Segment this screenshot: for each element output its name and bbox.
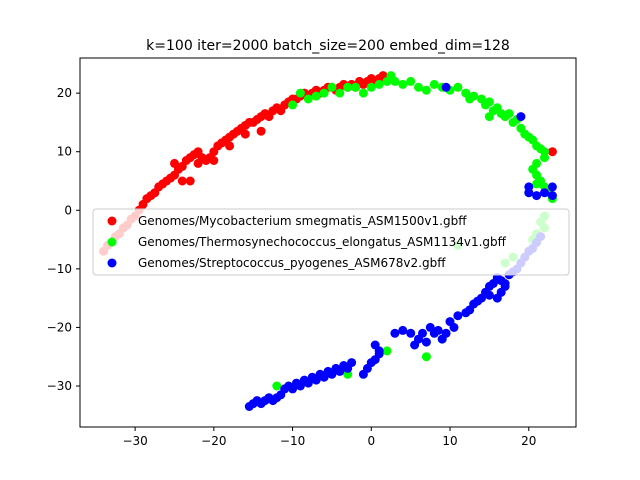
plot-frame <box>79 57 577 428</box>
x-tick-label: −10 <box>280 434 305 448</box>
data-point <box>295 88 305 98</box>
data-point <box>382 346 392 356</box>
x-tick-label: 0 <box>367 434 375 448</box>
x-tick-label: −20 <box>201 434 226 448</box>
data-point <box>547 191 557 201</box>
y-tick-label: 0 <box>64 203 72 217</box>
data-point <box>504 109 514 119</box>
data-point <box>532 179 542 189</box>
data-point <box>484 112 494 122</box>
data-point <box>484 97 494 107</box>
y-tick-label: −30 <box>47 379 72 393</box>
data-point <box>524 188 534 198</box>
x-tick-label: −30 <box>122 434 147 448</box>
data-point <box>496 287 506 297</box>
legend-marker-thermosynechococcus <box>107 237 117 247</box>
x-axis: −30 −20 −10 0 10 20 <box>122 427 536 448</box>
y-tick-label: −10 <box>47 262 72 276</box>
data-point <box>358 88 368 98</box>
data-point <box>540 188 549 198</box>
data-point <box>343 82 353 92</box>
data-point <box>421 352 431 362</box>
data-point <box>272 381 282 391</box>
data-point <box>532 191 542 201</box>
y-tick-label: 10 <box>57 145 72 159</box>
data-point <box>418 328 427 338</box>
data-point <box>335 88 345 98</box>
data-point <box>209 156 219 165</box>
legend-box <box>92 208 570 276</box>
y-axis: −30 −20 −10 0 10 20 <box>47 86 80 393</box>
data-point <box>390 328 400 338</box>
data-point <box>311 91 321 101</box>
data-point <box>421 337 431 347</box>
data-point <box>433 325 443 335</box>
data-point <box>398 325 408 335</box>
y-tick-label: 20 <box>57 86 72 100</box>
data-point <box>374 79 384 89</box>
x-tick-label: 20 <box>521 434 536 448</box>
data-point <box>429 79 439 89</box>
data-point <box>516 112 526 122</box>
data-point <box>398 79 408 89</box>
data-point <box>484 290 494 300</box>
legend: Genomes/Mycobacterium smegmatis_ASM1500v… <box>92 208 570 276</box>
data-point <box>303 94 313 104</box>
data-point <box>406 76 416 86</box>
data-point <box>453 311 463 321</box>
data-point <box>256 126 266 136</box>
data-point <box>193 158 203 168</box>
data-point <box>288 100 298 110</box>
legend-marker-streptococcus <box>107 258 117 268</box>
data-point <box>547 147 557 157</box>
y-tick-label: −20 <box>47 320 72 334</box>
data-point <box>469 91 479 101</box>
data-point <box>421 85 431 95</box>
data-point <box>177 176 187 186</box>
data-point <box>406 328 416 338</box>
data-point <box>453 82 463 92</box>
data-point <box>547 182 557 192</box>
data-point <box>540 153 549 163</box>
legend-label-streptococcus: Genomes/Streptococcus_pyogenes_ASM678v2.… <box>138 256 446 270</box>
data-point <box>319 88 329 98</box>
data-point <box>240 129 250 139</box>
data-point <box>374 349 384 359</box>
chart-title: k=100 iter=2000 batch_size=200 embed_dim… <box>146 38 510 54</box>
data-point <box>441 328 451 338</box>
data-point <box>449 322 459 332</box>
data-point <box>351 82 361 92</box>
data-point <box>366 82 376 92</box>
data-point <box>414 82 423 92</box>
data-point <box>170 158 179 168</box>
data-point <box>370 340 380 350</box>
data-point <box>500 279 510 288</box>
legend-label-thermosynechococcus: Genomes/Thermosynechococcus_elongatus_AS… <box>138 235 507 249</box>
data-point <box>225 141 235 151</box>
data-point <box>441 82 451 92</box>
data-point <box>185 176 195 186</box>
legend-label-mycobacterium: Genomes/Mycobacterium smegmatis_ASM1500v… <box>138 214 467 228</box>
data-point <box>327 82 337 92</box>
x-tick-label: 10 <box>442 434 457 448</box>
data-point <box>390 76 400 86</box>
legend-marker-mycobacterium <box>107 216 117 226</box>
data-point <box>347 358 357 368</box>
